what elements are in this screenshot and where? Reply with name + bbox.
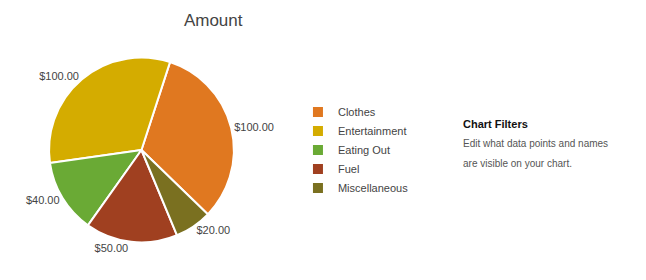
svg-text:Eating Out: Eating Out bbox=[338, 144, 390, 156]
svg-text:are visible on your chart.: are visible on your chart. bbox=[463, 158, 572, 169]
svg-text:Fuel: Fuel bbox=[338, 163, 359, 175]
svg-text:$40.00: $40.00 bbox=[26, 194, 60, 206]
svg-text:Clothes: Clothes bbox=[338, 106, 376, 118]
svg-text:$50.00: $50.00 bbox=[95, 242, 129, 254]
svg-text:$100.00: $100.00 bbox=[39, 70, 79, 82]
svg-text:Edit what data points and name: Edit what data points and names bbox=[463, 138, 608, 149]
svg-text:Chart Filters: Chart Filters bbox=[463, 118, 528, 130]
svg-text:Miscellaneous: Miscellaneous bbox=[338, 182, 408, 194]
svg-text:$100.00: $100.00 bbox=[234, 121, 274, 133]
svg-text:Amount: Amount bbox=[184, 11, 243, 30]
svg-text:$20.00: $20.00 bbox=[196, 224, 230, 236]
svg-text:Entertainment: Entertainment bbox=[338, 125, 406, 137]
